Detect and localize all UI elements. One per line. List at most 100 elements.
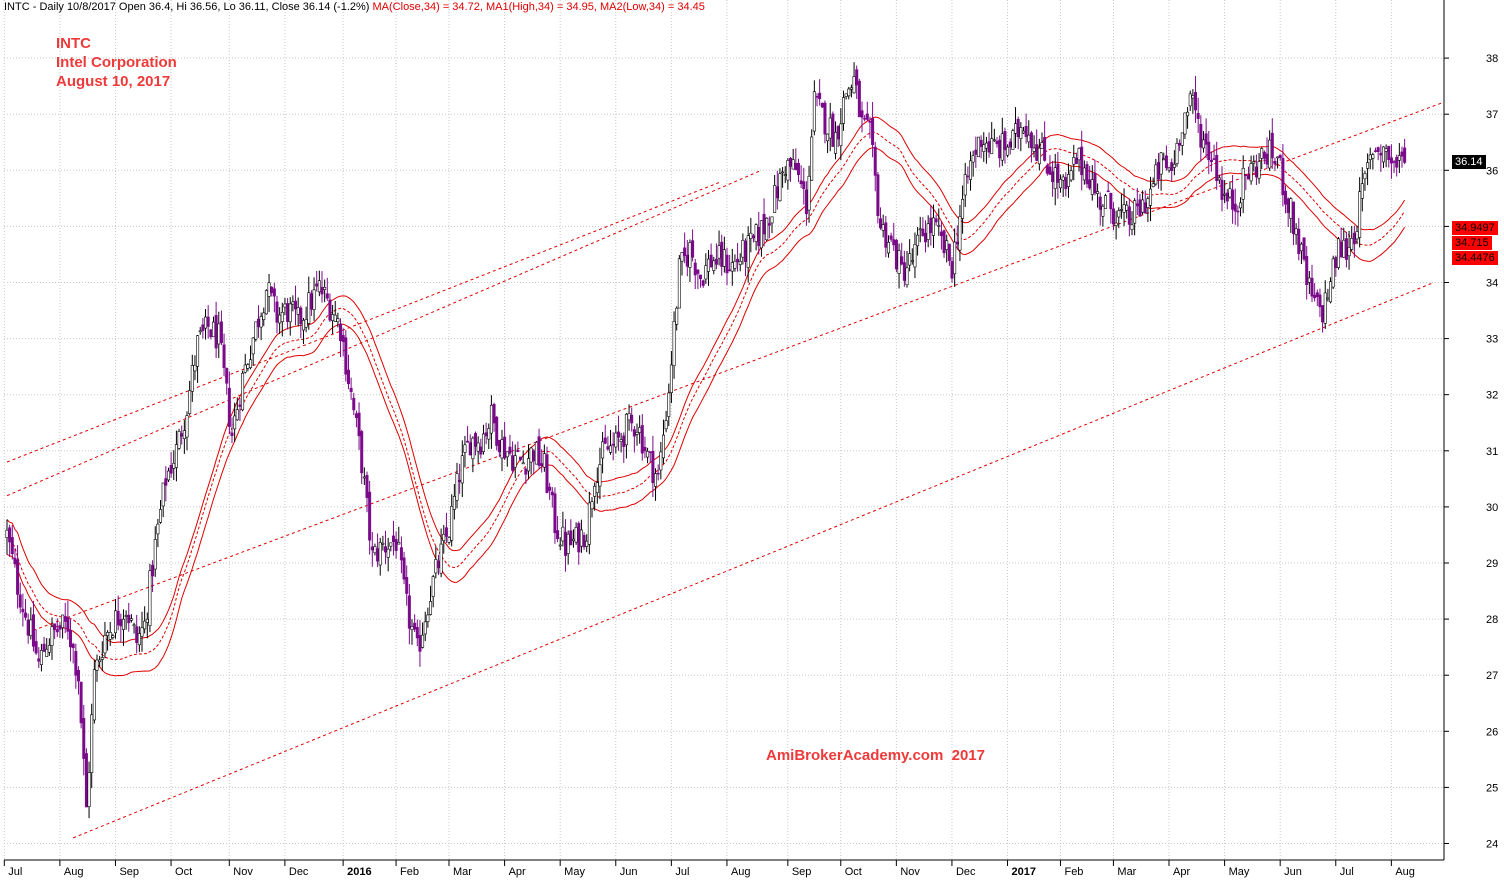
candle [749, 217, 753, 253]
candle [1342, 227, 1346, 258]
candle [857, 78, 861, 118]
candle [180, 425, 184, 445]
candle [1299, 242, 1303, 265]
candle [323, 279, 327, 303]
candle [69, 619, 73, 662]
candle [182, 420, 186, 454]
candle [1220, 166, 1224, 212]
candle [929, 204, 933, 246]
header-ohlc: INTC - Daily 10/8/2017 Open 36.4, Hi 36.… [4, 1, 370, 13]
candle [140, 611, 144, 652]
candle [413, 614, 417, 632]
candle [58, 622, 62, 639]
candle [590, 497, 594, 518]
candle [1077, 147, 1081, 172]
candle [360, 429, 364, 485]
candle [1207, 131, 1211, 175]
candle [304, 306, 308, 333]
candle [820, 102, 824, 108]
candle [744, 238, 748, 277]
candle [111, 633, 115, 640]
candle [939, 221, 943, 250]
x-tick-label: May [564, 866, 585, 878]
candle [601, 431, 605, 474]
candle [444, 512, 448, 543]
candle [950, 256, 954, 283]
candle [487, 423, 491, 450]
candle [466, 426, 470, 443]
candle [426, 607, 430, 628]
candle [1175, 138, 1179, 167]
candle [431, 574, 435, 608]
candle [534, 440, 538, 465]
candle [571, 529, 575, 548]
candle [484, 422, 488, 445]
candle [574, 522, 578, 545]
y-tick-label: 33 [1486, 334, 1498, 346]
candle [103, 621, 107, 659]
candle [1384, 144, 1388, 168]
candle [672, 311, 676, 379]
candle [908, 239, 912, 272]
candle [648, 451, 652, 463]
candle [852, 62, 856, 94]
candle [164, 466, 168, 502]
candle [1180, 132, 1184, 156]
candle [61, 614, 65, 639]
candle [1151, 177, 1155, 188]
candle [135, 614, 139, 654]
candle [587, 491, 591, 555]
candle [783, 166, 787, 184]
candle [1159, 151, 1163, 191]
candle [1199, 115, 1203, 162]
candle [654, 468, 658, 501]
x-tick-label: Jul [1340, 866, 1354, 878]
candle [331, 304, 335, 334]
candle [651, 435, 655, 498]
candle [741, 233, 745, 265]
candle [728, 254, 732, 272]
candle [495, 415, 499, 451]
candle [344, 330, 348, 382]
candle [640, 414, 644, 461]
candle [1260, 147, 1264, 170]
y-tick-label: 25 [1486, 782, 1498, 794]
candle [225, 367, 229, 395]
candle [759, 220, 763, 257]
candle [953, 228, 957, 287]
candle [405, 565, 409, 606]
candle [201, 318, 205, 339]
candle [291, 295, 295, 312]
candle [577, 521, 581, 565]
candle [1032, 135, 1036, 158]
candle [296, 297, 300, 327]
candle [635, 423, 639, 446]
y-tick-label: 27 [1486, 670, 1498, 682]
y-tick-label: 36 [1486, 165, 1498, 177]
header-ma1: MA1(High,34) = 34.95, [485, 1, 597, 13]
x-tick-label: Aug [731, 866, 751, 878]
candle [1008, 138, 1012, 155]
candle [1307, 270, 1311, 294]
candle [585, 534, 589, 553]
candle [1016, 116, 1020, 150]
candle [336, 312, 340, 328]
y-tick-label: 24 [1486, 839, 1498, 851]
candle [368, 480, 372, 555]
candle [1289, 197, 1293, 233]
candle [1156, 153, 1160, 189]
candle [1339, 227, 1343, 259]
candle [1331, 255, 1335, 289]
candle [349, 377, 353, 400]
candle [39, 643, 43, 672]
candle [1276, 156, 1280, 169]
candle [415, 619, 419, 647]
candle [995, 137, 999, 148]
candle [699, 274, 703, 288]
candle [1201, 131, 1205, 153]
candle [1093, 159, 1097, 196]
candle [79, 681, 83, 729]
candle [1122, 188, 1126, 227]
candle [1297, 218, 1301, 261]
candle [643, 436, 647, 459]
